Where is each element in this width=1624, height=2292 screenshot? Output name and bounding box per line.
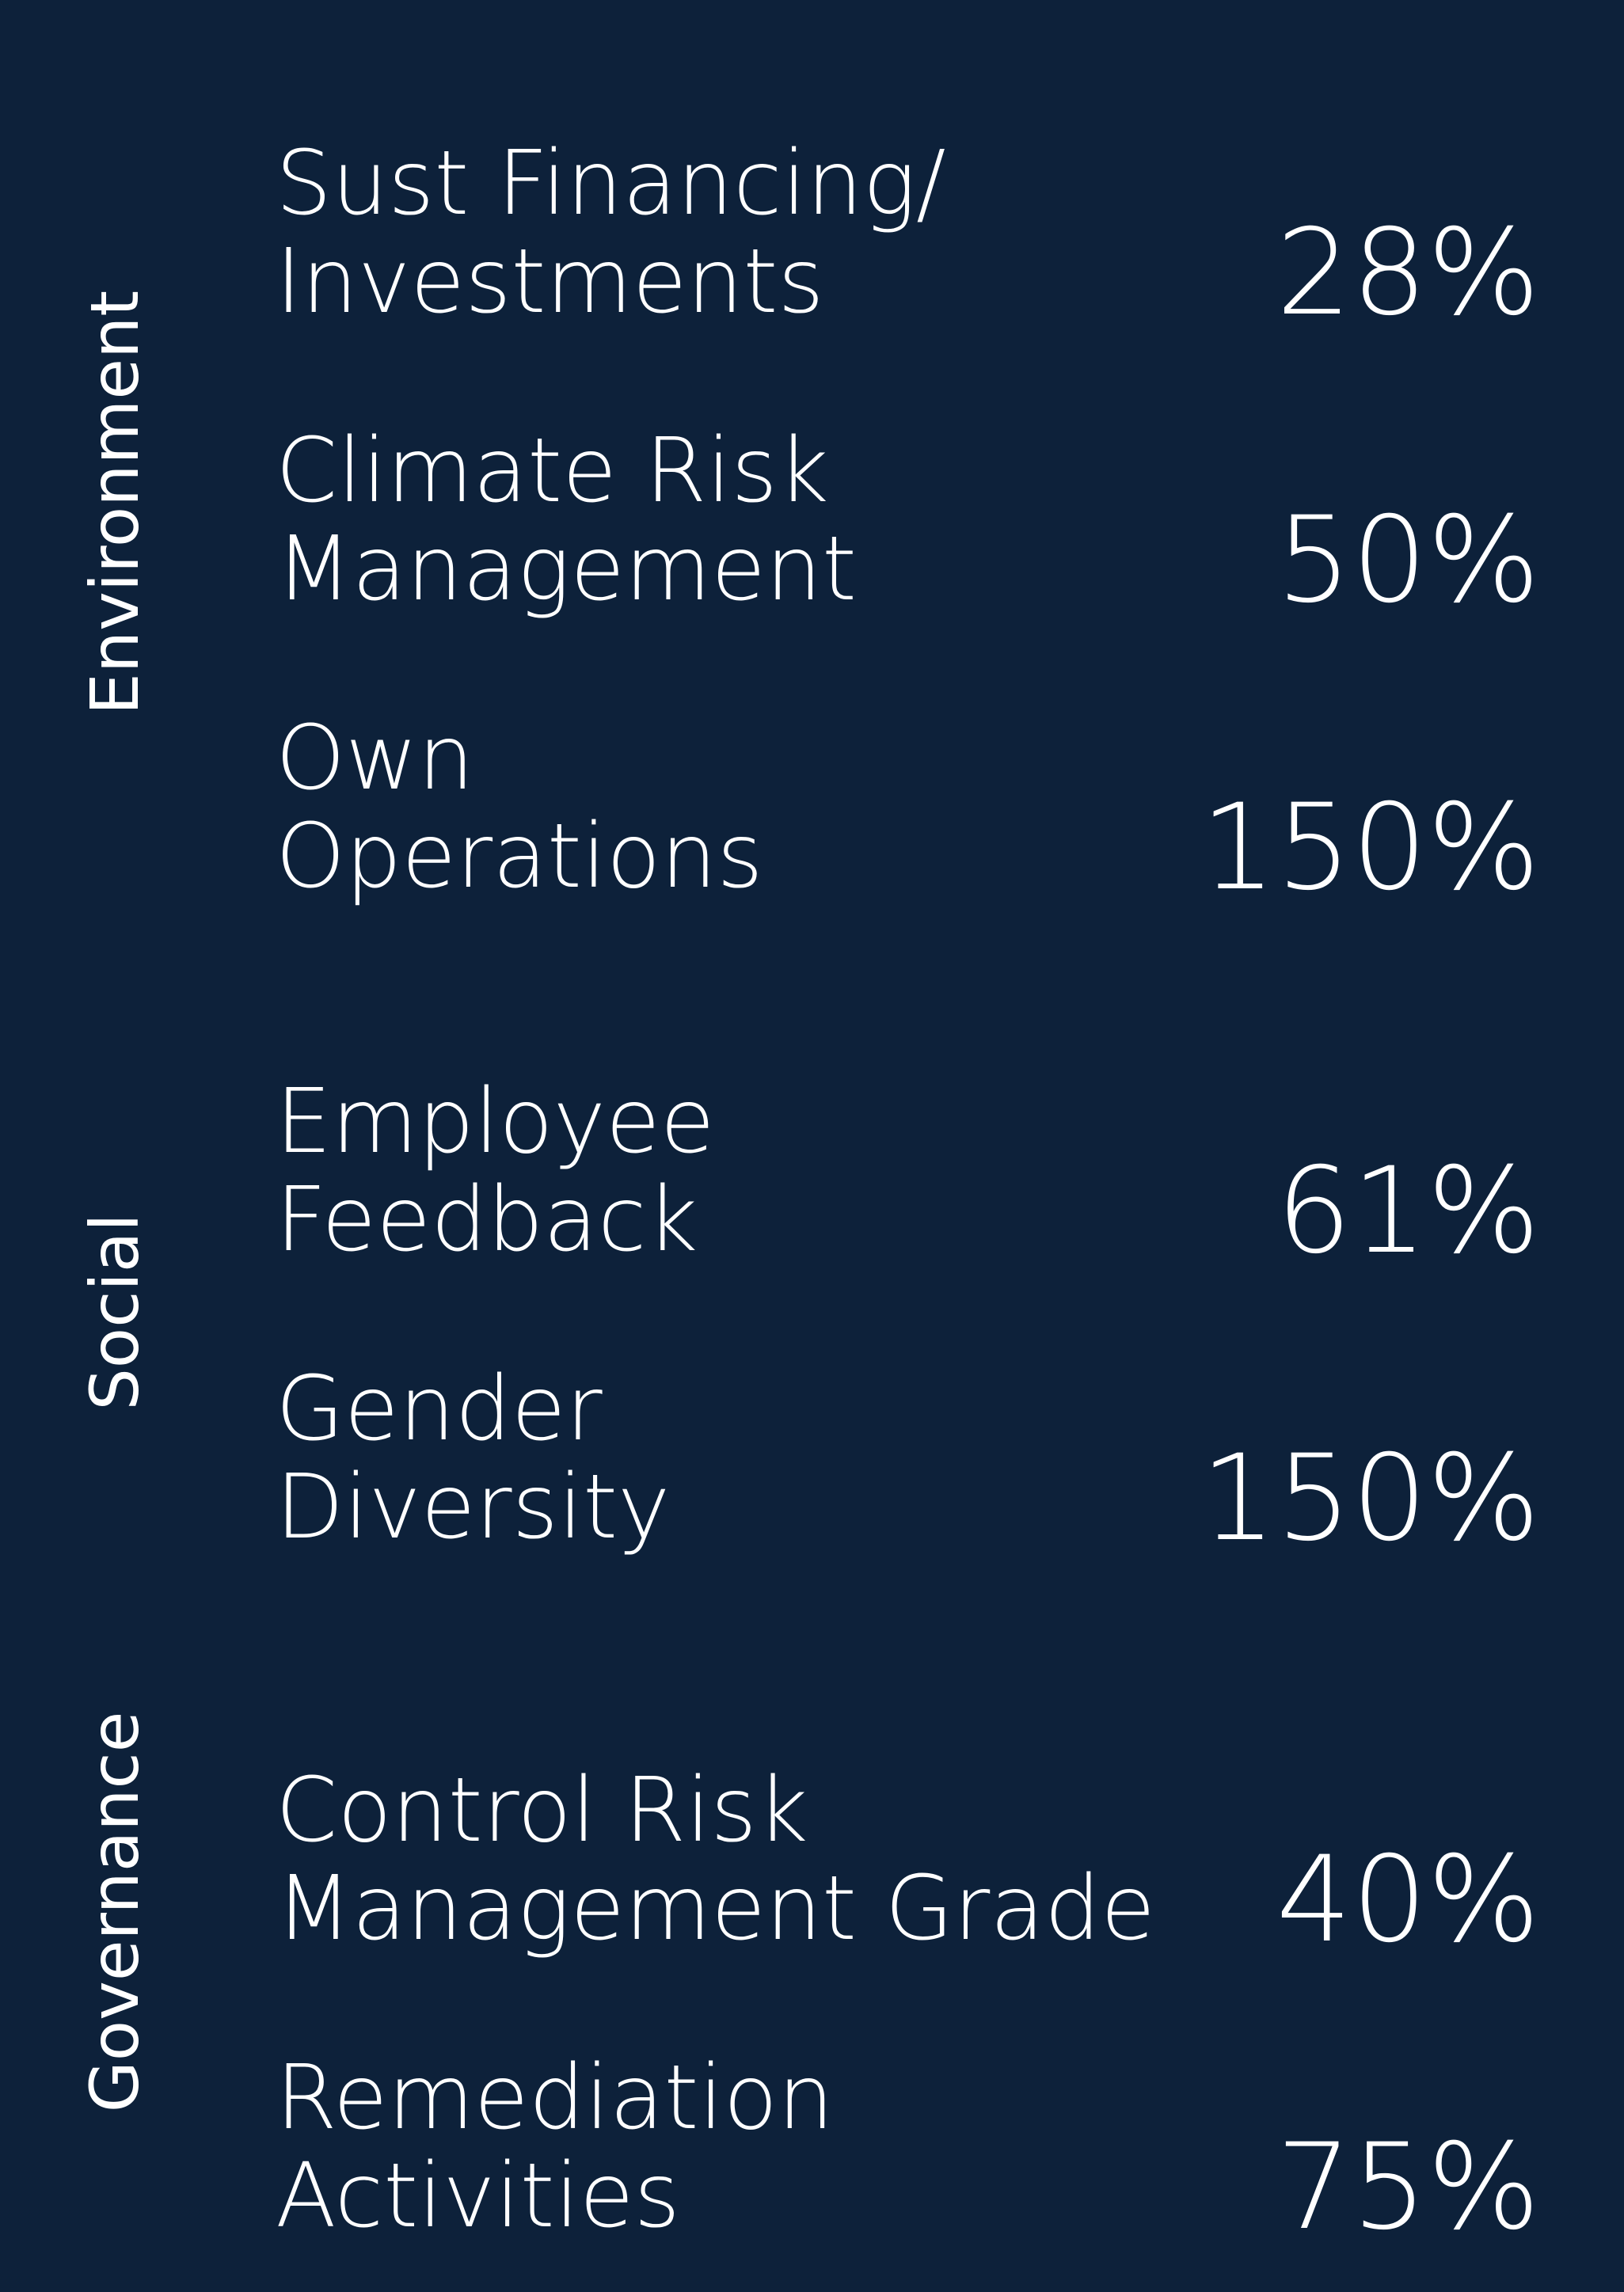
metric-name-line: Remediation — [276, 2047, 835, 2149]
metric-name-line: Activities — [276, 2145, 680, 2248]
metric-name-line: Management — [276, 518, 857, 621]
metric-name-line: Feedback — [276, 1169, 698, 1271]
section-label-environment: Environment — [76, 290, 154, 716]
metric-name-line: Gender — [276, 1358, 603, 1461]
metric-name-climate-risk: Climate Risk Management — [276, 422, 857, 618]
metric-value-control-risk: 40% — [1276, 1831, 1540, 1969]
metric-name-line: Management Grade — [276, 1857, 1155, 1960]
metric-value-remediation-activities: 75% — [1276, 2119, 1540, 2256]
metric-name-own-operations: Own Operations — [276, 709, 763, 906]
metric-name-employee-feedback: Employee Feedback — [276, 1073, 715, 1269]
metric-name-line: Diversity — [276, 1456, 671, 1559]
metric-name-line: Climate Risk — [276, 420, 829, 523]
metric-name-line: Investments — [276, 230, 824, 333]
metric-name-remediation-activities: Remediation Activities — [276, 2049, 834, 2245]
metric-name-sust-financing: Sust Financing/ Investments — [276, 135, 946, 331]
metric-name-gender-diversity: Gender Diversity — [276, 1360, 670, 1557]
section-label-governance: Governance — [76, 1711, 154, 2113]
metric-name-line: Own — [276, 707, 474, 810]
metric-name-line: Employee — [276, 1070, 715, 1173]
metric-value-employee-feedback: 61% — [1276, 1142, 1540, 1280]
metric-name-control-risk: Control Risk Management Grade — [276, 1762, 1155, 1958]
metric-value-climate-risk: 50% — [1276, 492, 1540, 629]
metric-name-line: Sust Financing/ — [276, 132, 946, 235]
metric-value-own-operations: 150% — [1200, 779, 1540, 917]
metric-name-line: Operations — [276, 805, 763, 908]
section-label-social: Social — [76, 1213, 154, 1411]
metric-value-gender-diversity: 150% — [1200, 1430, 1540, 1568]
metric-name-line: Control Risk — [276, 1759, 808, 1862]
metric-value-sust-financing: 28% — [1276, 204, 1540, 342]
